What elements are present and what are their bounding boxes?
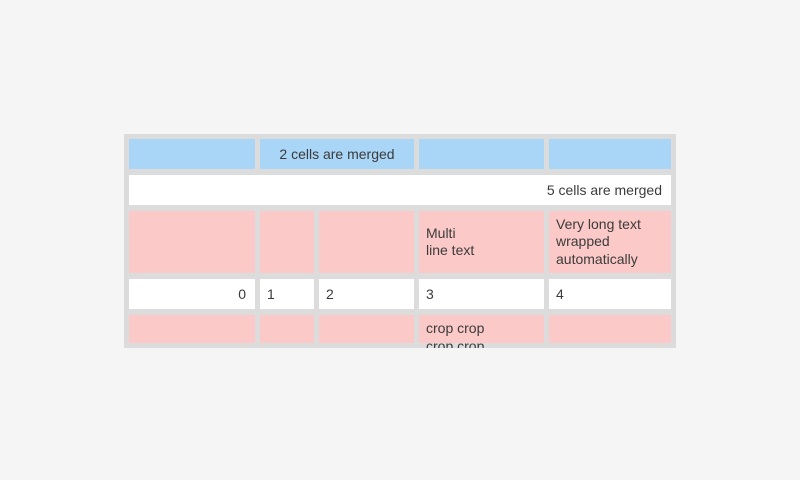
table-cell-wrapped[interactable]: Very long text wrapped automatically <box>549 211 671 273</box>
table: 2 cells are merged 5 cells are merged Mu… <box>124 134 676 348</box>
cell-text: 0 <box>238 286 246 302</box>
table-grid: 2 cells are merged 5 cells are merged Mu… <box>129 139 671 348</box>
table-cell[interactable] <box>419 139 544 169</box>
table-cell[interactable] <box>129 315 255 343</box>
cell-text: 3 <box>426 286 434 302</box>
cell-text: Multi line text <box>426 224 475 259</box>
cell-text: 2 <box>326 286 334 302</box>
table-cell[interactable]: 3 <box>419 279 544 309</box>
table-cell[interactable] <box>549 315 671 343</box>
table-cell[interactable] <box>319 211 414 273</box>
cell-text: crop crop crop crop <box>426 320 485 348</box>
table-cell-merged-2[interactable]: 2 cells are merged <box>260 139 414 169</box>
table-cell[interactable]: 1 <box>260 279 314 309</box>
cell-text: 4 <box>556 286 564 302</box>
table-cell[interactable]: 0 <box>129 279 255 309</box>
table-cell[interactable] <box>129 211 255 273</box>
cell-text: 2 cells are merged <box>279 146 395 162</box>
table-cell[interactable] <box>549 139 671 169</box>
table-cell-merged-5[interactable]: 5 cells are merged <box>129 175 671 205</box>
table-cell[interactable] <box>260 211 314 273</box>
table-cell[interactable] <box>260 315 314 343</box>
table-cell[interactable]: 4 <box>549 279 671 309</box>
table-cell-multiline[interactable]: Multi line text <box>419 211 544 273</box>
cell-text: Very long text wrapped automatically <box>556 215 641 267</box>
cell-text: 1 <box>267 286 275 302</box>
table-cell[interactable] <box>129 139 255 169</box>
table-cell-cropped[interactable]: crop crop crop crop <box>419 315 544 348</box>
table-cell[interactable]: 2 <box>319 279 414 309</box>
cell-text: 5 cells are merged <box>546 182 662 198</box>
table-cell[interactable] <box>319 315 414 343</box>
